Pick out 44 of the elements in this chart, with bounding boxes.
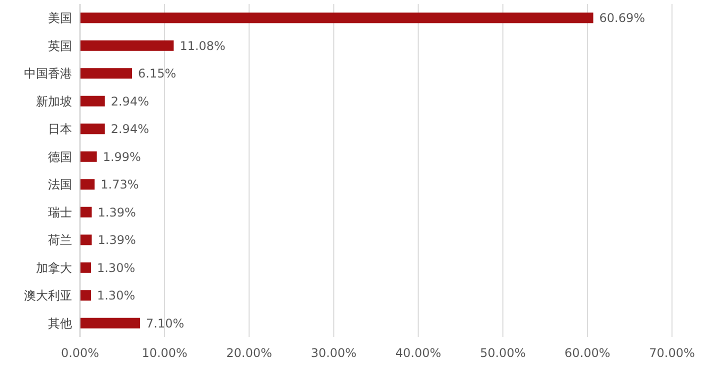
x-tick-label: 70.00%: [649, 346, 695, 360]
x-tick-label: 50.00%: [480, 346, 526, 360]
x-tick-label: 40.00%: [395, 346, 442, 360]
bar: [80, 206, 92, 218]
data-label: 1.30%: [96, 260, 136, 275]
bar: [80, 318, 140, 328]
data-label: 1.73%: [100, 178, 139, 192]
y-tick-label: 美国: [48, 11, 72, 26]
bar: [80, 262, 91, 273]
bar: [80, 290, 91, 301]
data-label: 1.30%: [96, 288, 136, 303]
y-tick-label: 加拿大: [36, 260, 72, 275]
bar: [80, 40, 174, 51]
y-tick-label: 法国: [48, 178, 72, 192]
bar: [80, 68, 132, 79]
data-label: 6.15%: [138, 66, 176, 81]
y-tick-label: 澳大利亚: [24, 288, 72, 303]
y-tick-label: 中国香港: [24, 66, 72, 81]
bar: [80, 96, 105, 106]
data-label: 60.69%: [599, 11, 646, 26]
x-tick-label: 0.00%: [60, 346, 100, 360]
y-tick-label: 德国: [48, 150, 72, 164]
bar: [80, 12, 594, 24]
data-label: 2.94%: [110, 122, 149, 136]
x-tick-label: 30.00%: [310, 346, 357, 360]
bar: [80, 179, 95, 190]
y-tick-label: 其他: [48, 316, 72, 330]
data-label: 2.94%: [110, 94, 149, 108]
data-label: 1.39%: [98, 233, 136, 248]
x-tick-label: 60.00%: [564, 346, 610, 360]
y-tick-label: 日本: [48, 122, 72, 136]
x-tick-label: 20.00%: [226, 346, 272, 360]
y-tick-label: 新加坡: [36, 94, 72, 108]
data-label: 1.99%: [102, 150, 141, 164]
data-label: 11.08%: [180, 38, 226, 53]
y-tick-label: 荷兰: [48, 233, 72, 248]
data-label: 1.39%: [98, 205, 136, 220]
bar: [80, 151, 97, 162]
x-tick-label: 10.00%: [142, 346, 188, 360]
y-tick-label: 瑞士: [48, 205, 72, 220]
bar: [80, 234, 92, 246]
y-tick-label: 英国: [48, 38, 72, 53]
bar: [80, 124, 105, 134]
data-label: 7.10%: [146, 316, 184, 330]
